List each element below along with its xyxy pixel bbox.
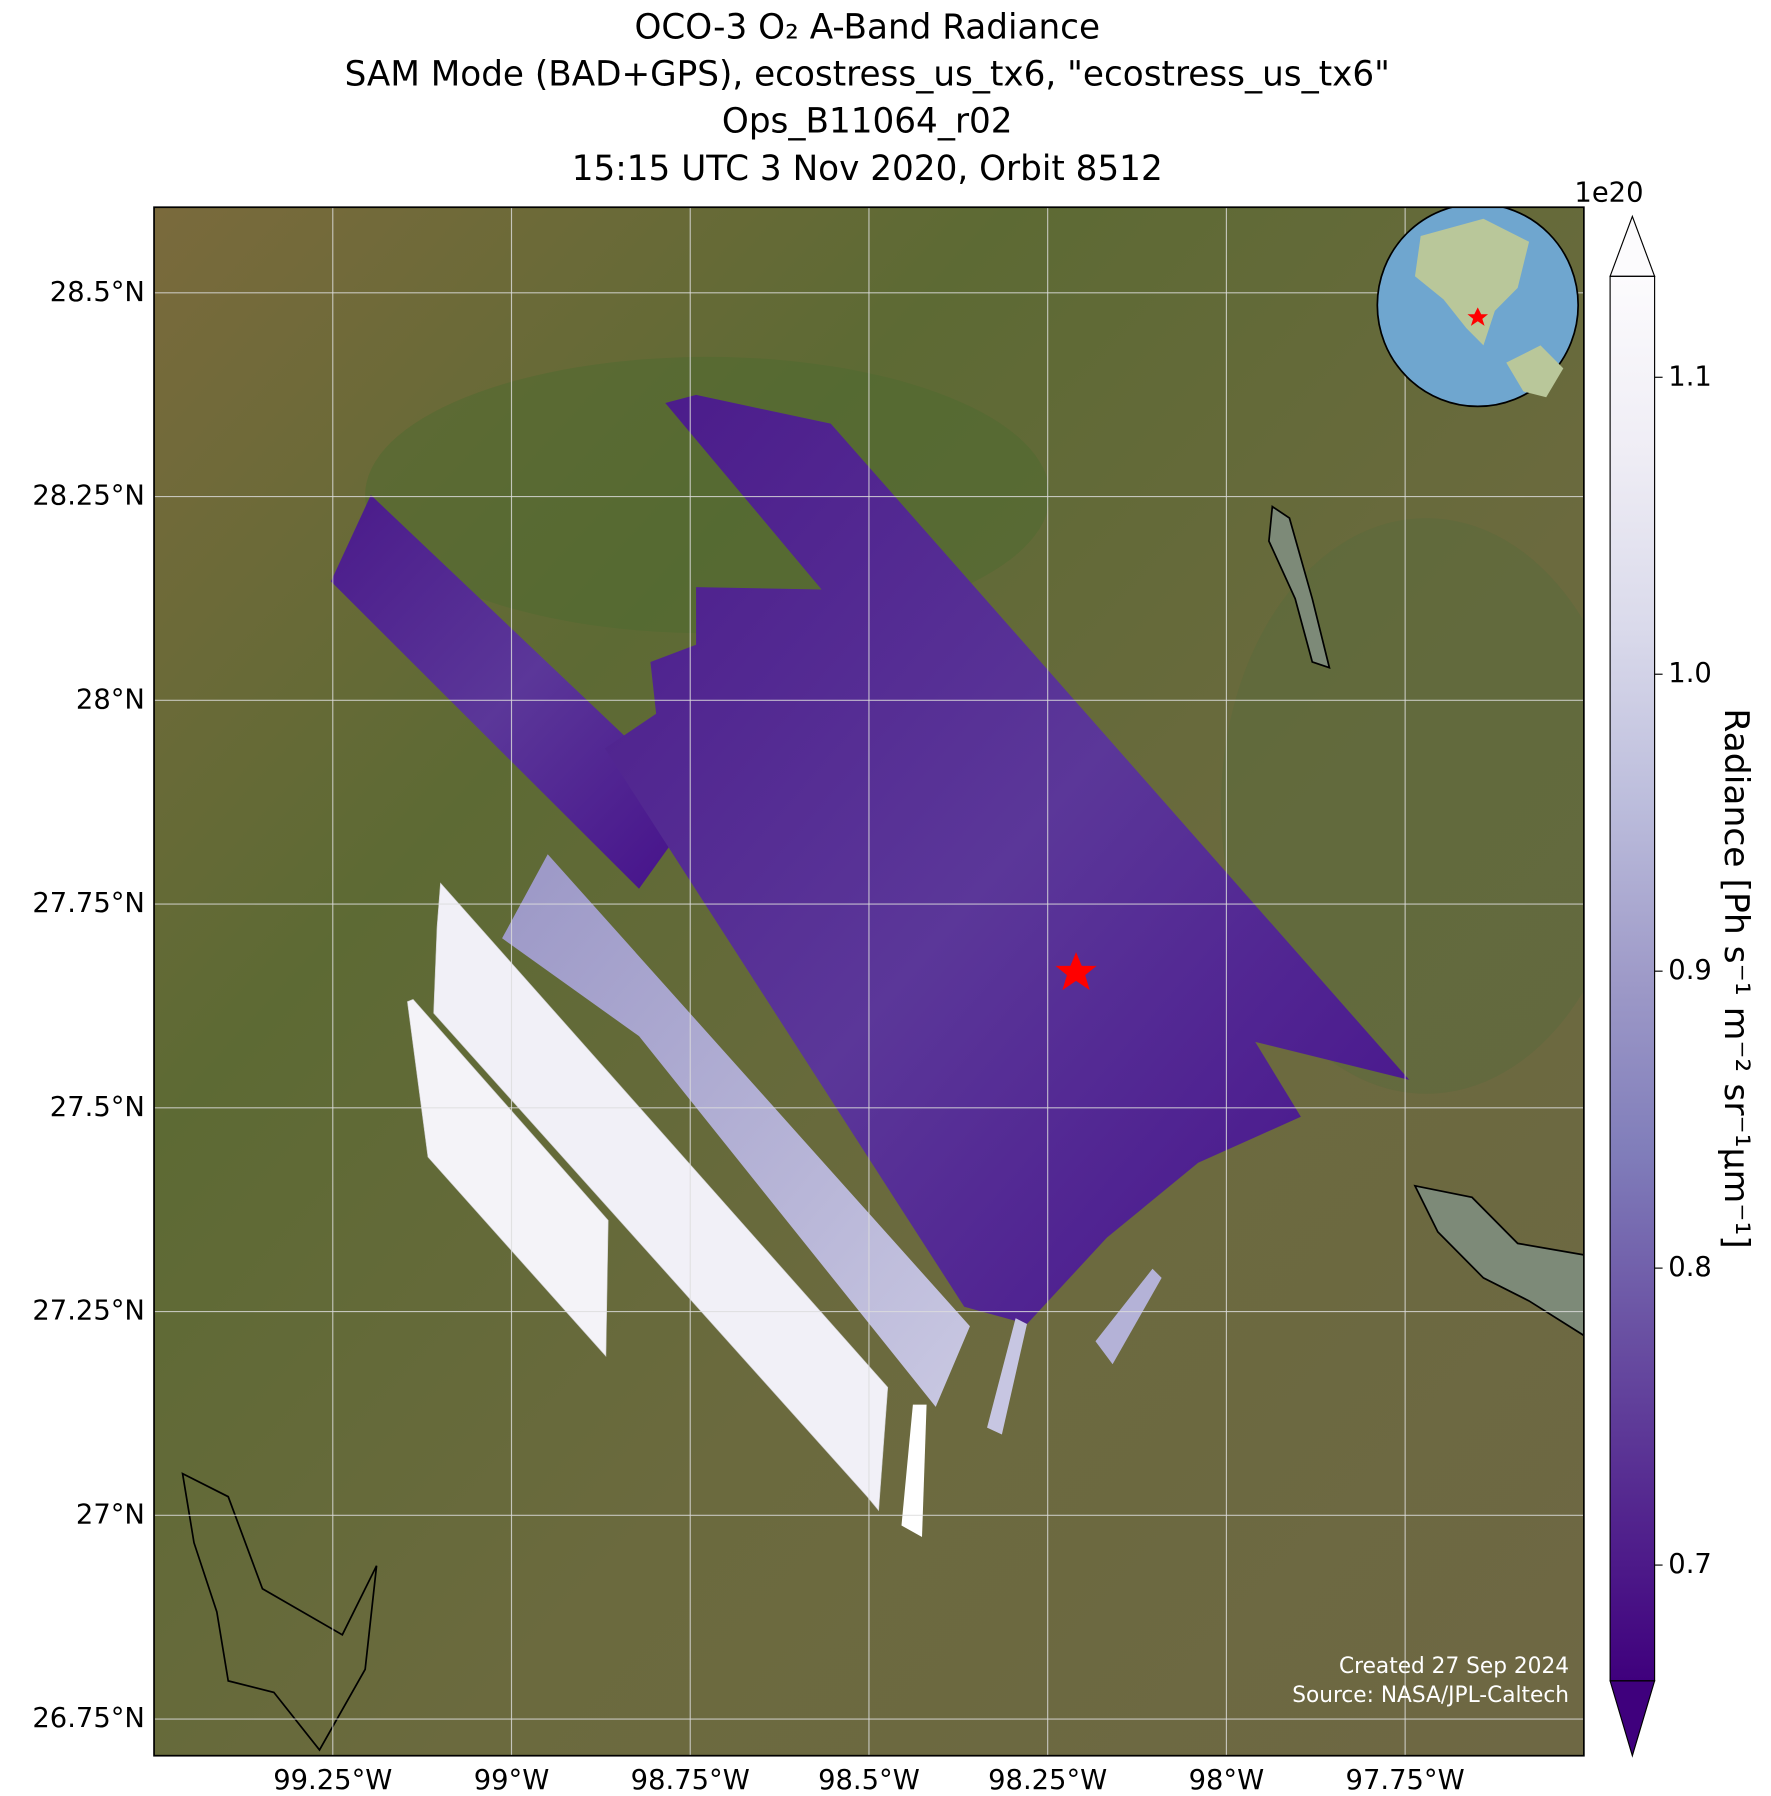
lake: [1413, 1184, 1584, 1337]
title-line: SAM Mode (BAD+GPS), ecostress_us_tx6, "e…: [345, 54, 1390, 94]
swath: [330, 495, 699, 889]
lon-tick-label: 98°W: [1189, 1764, 1265, 1796]
continent: [1414, 218, 1530, 346]
swath: [1095, 1268, 1162, 1365]
globe-star: [1467, 307, 1489, 326]
map-frame: [153, 206, 1585, 1757]
colorbar-tick-label: 0.8: [1668, 1251, 1712, 1283]
coastline: [181, 1472, 378, 1752]
colorbar-frame: [1609, 275, 1656, 1682]
title-line: 15:15 UTC 3 Nov 2020, Orbit 8512: [572, 149, 1163, 189]
lon-tick-label: 99°W: [474, 1764, 550, 1796]
title-line: OCO-3 O₂ A-Band Radiance: [634, 7, 1100, 47]
colorbar-extend-max: [1609, 214, 1656, 277]
lat-tick-label: 27.75°N: [32, 887, 145, 919]
credit: Source: NASA/JPL-Caltech: [1292, 1683, 1569, 1708]
colorbar: 0.7 0.8 0.9 1.0 1.1 1e20 Radiance [Ph s⁻¹ m⁻² …: [1574, 176, 1756, 1758]
swath: [433, 882, 889, 1512]
colorbar-exponent: 1e20: [1574, 176, 1643, 208]
lat-tick-label: 27°N: [76, 1498, 145, 1530]
lat-tick-label: 28.25°N: [32, 479, 145, 511]
lon-tick-label: 98.25°W: [988, 1764, 1107, 1796]
swath: [502, 854, 970, 1407]
target-star: [1055, 952, 1097, 991]
colorbar-extend-min: [1609, 1680, 1656, 1758]
credits: Created 27 Sep 2024 Source: NASA/JPL-Calt…: [1292, 1654, 1569, 1708]
colorbar-body: [1610, 276, 1655, 1681]
lon-tick-label: 98.5°W: [818, 1764, 920, 1796]
title: OCO-3 O₂ A-Band Radiance SAM Mode (BAD+GP…: [345, 7, 1390, 189]
swath: [604, 394, 1410, 1324]
title-line: Ops_B11064_r02: [722, 102, 1013, 142]
swath: [901, 1404, 927, 1537]
lon-tick-label: 98.75°W: [631, 1764, 750, 1796]
lat-tick-label: 28°N: [76, 683, 145, 715]
lon-tick-label: 99.25°W: [273, 1764, 392, 1796]
colorbar-tick-label: 0.7: [1668, 1548, 1712, 1580]
colorbar-tick-label: 1.1: [1668, 360, 1712, 392]
lat-tick-label: 27.5°N: [50, 1091, 145, 1123]
grid: [154, 207, 1584, 1756]
colorbar-tick-label: 0.9: [1668, 954, 1712, 986]
lake: [1268, 505, 1331, 670]
colorbar-label: Radiance [Ph s⁻¹ m⁻² sr⁻¹μm⁻¹]: [1716, 708, 1756, 1248]
continent: [1506, 345, 1564, 398]
lon-tick-label: 97.75°W: [1346, 1764, 1465, 1796]
map-area: Created 27 Sep 2024 Source: NASA/JPL-Calt…: [154, 207, 1584, 1756]
lat-tick-label: 26.75°N: [32, 1702, 145, 1734]
inset-globe: [1376, 207, 1579, 408]
colorbar-tick-label: 1.0: [1668, 657, 1712, 689]
axis-ticks: 28.5°N 28.25°N 28°N 27.75°N 27.5°N 27.25°N 27°…: [32, 276, 1464, 1796]
swath: [407, 998, 609, 1357]
lat-tick-label: 27.25°N: [32, 1294, 145, 1326]
swath: [987, 1318, 1027, 1435]
credit: Created 27 Sep 2024: [1339, 1654, 1569, 1679]
lat-tick-label: 28.5°N: [50, 276, 145, 308]
